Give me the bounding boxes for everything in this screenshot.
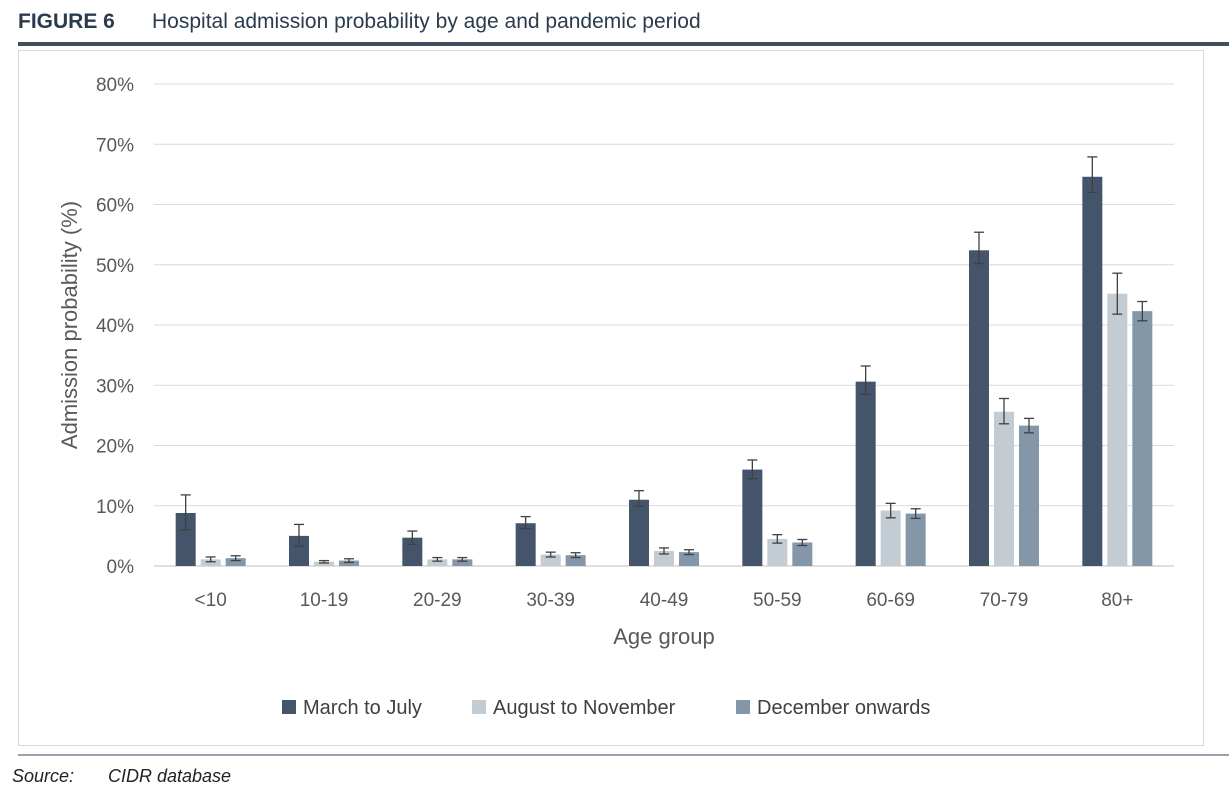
bar	[314, 561, 334, 566]
x-axis-title: Age group	[613, 624, 715, 649]
bar	[225, 558, 246, 566]
legend-swatch	[736, 700, 750, 714]
bar	[452, 559, 473, 566]
y-tick-label: 40%	[96, 316, 134, 337]
bar	[969, 250, 989, 567]
y-tick-label: 50%	[96, 256, 134, 277]
legend-label: December onwards	[757, 697, 930, 719]
bar	[1132, 311, 1153, 566]
bar	[1107, 293, 1128, 566]
bar	[515, 523, 536, 566]
bar	[200, 559, 221, 566]
bar	[565, 555, 586, 566]
bar	[994, 411, 1014, 566]
figure-title: Hospital admission probability by age an…	[152, 10, 701, 33]
bar	[175, 512, 196, 566]
x-tick-label: 50-59	[753, 590, 802, 611]
x-tick-label: 40-49	[640, 590, 689, 611]
legend-swatch	[282, 700, 296, 714]
figure-label: FIGURE 6	[18, 10, 115, 33]
source-label: Source:	[12, 766, 75, 786]
x-tick-label: 80+	[1101, 590, 1133, 611]
y-tick-label: 80%	[96, 75, 134, 96]
x-tick-label: 70-79	[980, 590, 1029, 611]
bar	[629, 499, 649, 566]
chart-frame	[18, 50, 1204, 746]
bar	[289, 535, 309, 566]
x-tick-label: 20-29	[413, 590, 462, 611]
x-tick-label: 60-69	[866, 590, 915, 611]
bar-chart: 0% 10% 20% 30% 40% 50% 60% 70% 80% <10 10-19 20-29 3…	[57, 75, 1174, 719]
bar	[905, 513, 926, 566]
x-tick-label: 10-19	[300, 590, 349, 611]
y-tick-label: 70%	[96, 135, 134, 156]
source-value: CIDR database	[108, 766, 232, 786]
y-tick-label: 20%	[96, 437, 134, 458]
bar	[880, 510, 901, 566]
bar	[1019, 425, 1039, 566]
x-tick-label: <10	[195, 590, 227, 611]
y-tick-label: 10%	[96, 497, 134, 518]
legend-label: March to July	[303, 697, 422, 719]
bar	[427, 559, 448, 566]
y-axis-title: Admission probability (%)	[57, 201, 82, 449]
x-tick-label: 30-39	[526, 590, 575, 611]
legend-swatch	[472, 700, 486, 714]
y-tick-label: 0%	[107, 557, 135, 578]
bar	[855, 381, 876, 566]
legend-label: August to November	[493, 697, 676, 719]
footer-rule	[18, 754, 1229, 756]
header-rule	[18, 42, 1229, 46]
bar	[742, 469, 763, 566]
y-tick-label: 30%	[96, 376, 134, 397]
bar	[767, 538, 788, 566]
bar	[540, 554, 561, 566]
bar	[339, 560, 359, 566]
figure-header: FIGURE 6 Hospital admission probability …	[18, 6, 1229, 40]
bar	[679, 552, 699, 566]
bar	[1082, 176, 1103, 566]
y-tick-label: 60%	[96, 196, 134, 217]
bar	[654, 550, 674, 566]
bar	[792, 542, 813, 566]
